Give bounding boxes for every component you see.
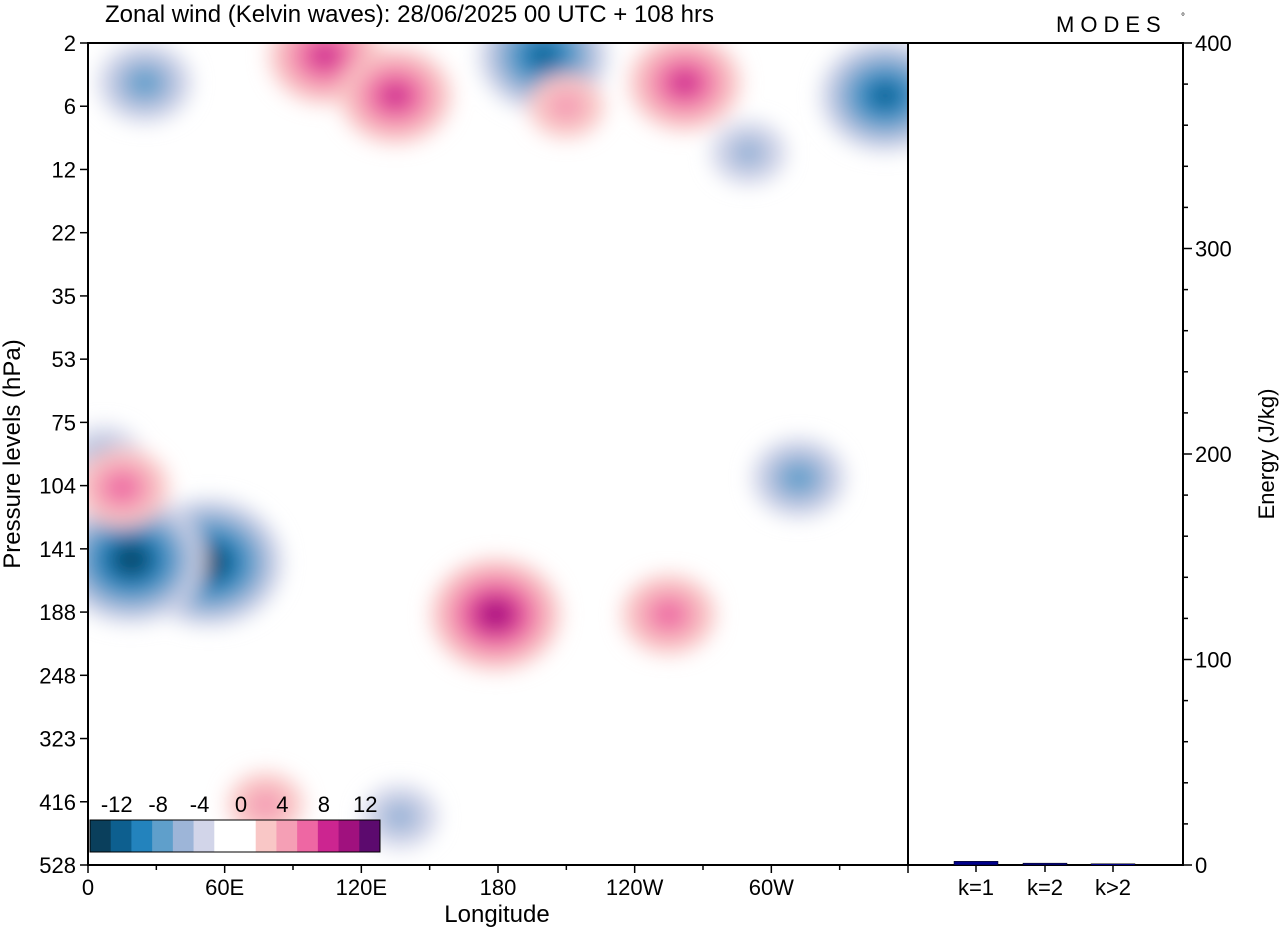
y-tick-label: 141: [39, 537, 76, 562]
colorbar-swatch: [235, 820, 257, 852]
heatmap-field: [88, 43, 908, 849]
y-tick-label: 416: [39, 790, 76, 815]
x-tick-label: 180: [480, 875, 517, 900]
colorbar-swatch: [90, 820, 112, 852]
colorbar: [89, 819, 381, 853]
colorbar-swatch: [214, 820, 236, 852]
wind-anomaly-positive-8: [106, 474, 138, 501]
colorbar-labels: -12 -8 -4 0 4 8 12: [101, 792, 378, 817]
colorbar-swatch: [255, 820, 277, 852]
x-tick-label: 60E: [205, 875, 244, 900]
colorbar-label: 8: [318, 792, 330, 817]
y-tick-label: 2: [64, 31, 76, 56]
y-tick-label: 53: [52, 347, 76, 372]
x-axis-label: Longitude: [444, 901, 549, 928]
colorbar-label: -4: [190, 792, 210, 817]
colorbar-swatch: [317, 820, 340, 852]
wind-anomaly-negative-9: [530, 44, 557, 68]
wind-anomaly-positive-3: [653, 601, 685, 628]
energy-bar-1: [953, 861, 999, 866]
colorbar-swatch: [131, 820, 153, 852]
colorbar-swatch: [172, 820, 195, 852]
colorbar-swatch: [359, 820, 381, 852]
colorbar-swatch: [297, 820, 319, 852]
wind-anomaly-negative-6: [381, 800, 420, 833]
wind-anomaly-positive-15: [547, 90, 586, 123]
modes-logo: MODES: [1056, 12, 1167, 37]
colorbar-label: -8: [148, 792, 168, 817]
energy-category-label: k>2: [1095, 875, 1131, 900]
energy-category-label: k=2: [1027, 875, 1063, 900]
colorbar-swatch: [152, 820, 174, 852]
energy-axis-label: Energy (J/kg): [1254, 389, 1279, 520]
colorbar-swatch: [276, 820, 298, 852]
wind-anomaly-negative-14: [129, 69, 161, 97]
energy-bar-2: [1022, 862, 1068, 866]
y-tick-label: 188: [39, 600, 76, 625]
energy-tick-label: 300: [1195, 237, 1232, 262]
x-tick-label: 120W: [606, 875, 664, 900]
x-tick-label: 0: [82, 875, 94, 900]
wind-anomaly-positive-0: [482, 603, 509, 626]
colorbar-label: 12: [353, 792, 377, 817]
colorbar-swatch: [338, 820, 360, 852]
wind-anomaly-negative-4: [783, 464, 815, 492]
colorbar-label: -12: [101, 792, 133, 817]
y-tick-label: 12: [52, 157, 76, 182]
energy-bars: k=1 k=2 k>2: [953, 861, 1136, 900]
colorbar-label: 0: [235, 792, 247, 817]
x-tick-label: 60W: [749, 875, 794, 900]
chart-title: Zonal wind (Kelvin waves): 28/06/2025 00…: [105, 1, 714, 28]
energy-tick-label: 200: [1195, 442, 1232, 467]
wind-anomaly-positive-5: [246, 788, 285, 821]
wind-anomaly-negative-13: [872, 84, 899, 107]
colorbar-swatch: [110, 820, 132, 852]
energy-tick-label: 0: [1195, 853, 1207, 878]
y-tick-label: 35: [52, 284, 76, 309]
energy-tick-label: 400: [1195, 31, 1232, 56]
x-axis: 0 60E 120E 180 120W 60W: [82, 865, 909, 900]
y-tick-label: 528: [39, 853, 76, 878]
energy-category-label: k=1: [958, 875, 994, 900]
y-tick-label: 104: [39, 474, 76, 499]
wind-anomaly-negative-16: [729, 136, 768, 169]
y-tick-label: 22: [52, 221, 76, 246]
y-axis-label: Pressure levels (hPa): [0, 339, 26, 568]
wind-anomaly-positive-11: [381, 83, 410, 108]
colorbar-frame: [89, 819, 381, 853]
energy-frame: [907, 42, 1184, 866]
wind-anomaly-positive-12: [670, 70, 699, 95]
x-tick-label: 120E: [336, 875, 387, 900]
y-tick-label: 6: [64, 94, 76, 119]
energy-axis: 0 100 200 300 400: [1183, 31, 1232, 878]
y-tick-label: 75: [52, 410, 76, 435]
colorbar-label: 4: [276, 792, 288, 817]
y-tick-label: 248: [39, 663, 76, 688]
y-axis: 2 6 12 22 35 53 75 104 141 188 248 323 416 528: [39, 31, 88, 878]
colorbar-swatch: [193, 820, 215, 852]
y-tick-label: 323: [39, 727, 76, 752]
wind-anomaly-positive-10: [310, 43, 339, 68]
energy-tick-label: 100: [1195, 648, 1232, 673]
wind-anomaly-negative-2: [118, 548, 144, 571]
modes-logo-mark: °: [1181, 12, 1185, 23]
